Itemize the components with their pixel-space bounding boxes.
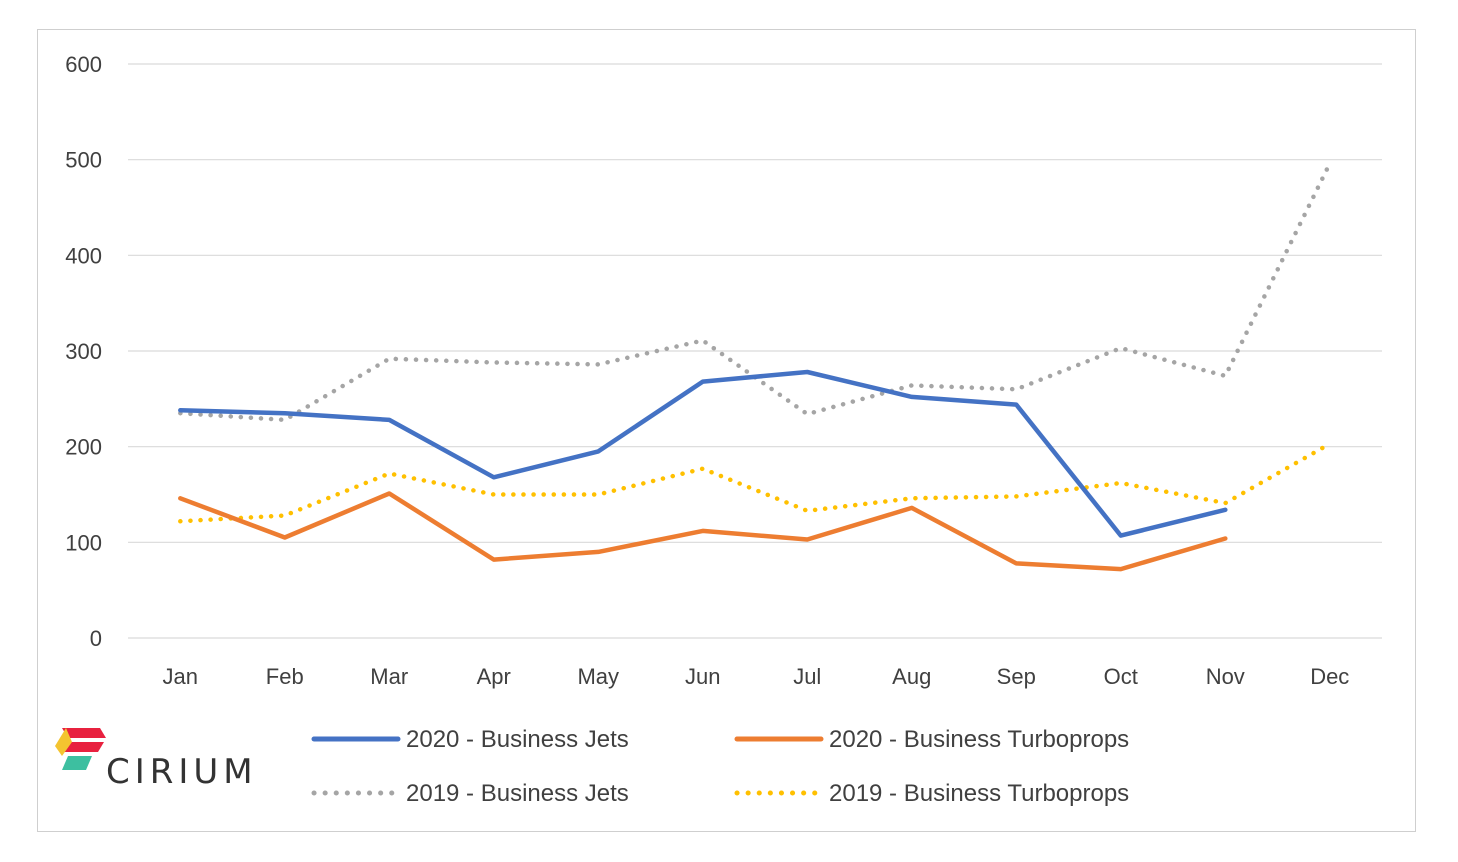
x-tick-label: Jan [163, 664, 198, 689]
legend-label-1: 2020 - Business Turboprops [829, 726, 1129, 753]
legend-label-0: 2020 - Business Jets [406, 726, 629, 753]
x-tick-label: Dec [1310, 664, 1349, 689]
legend-label-3: 2019 - Business Turboprops [829, 780, 1129, 807]
cirium-wordmark: CIRIUM [106, 752, 258, 792]
x-tick-label: Mar [370, 664, 408, 689]
series-line-3 [178, 441, 1333, 524]
y-tick-label: 400 [65, 243, 102, 268]
series-line-1 [178, 491, 1228, 572]
y-tick-label: 500 [65, 148, 102, 173]
series-lines [178, 161, 1333, 572]
y-tick-label: 0 [90, 626, 102, 651]
y-tick-label: 100 [65, 530, 102, 555]
legend: 2020 - Business Jets 2020 - Business Turb… [311, 726, 1129, 807]
x-tick-label: Jul [793, 664, 821, 689]
grid-lines [128, 63, 1382, 639]
x-tick-label: Aug [892, 664, 931, 689]
x-tick-label: Oct [1104, 664, 1138, 689]
y-tick-label: 300 [65, 339, 102, 364]
y-tick-label: 200 [65, 435, 102, 460]
cirium-logo: CIRIUM [55, 728, 258, 792]
series-line-0 [178, 369, 1228, 538]
x-tick-label: Nov [1206, 664, 1245, 689]
x-tick-label: Sep [997, 664, 1036, 689]
y-axis-tick-labels: 0 100 200 300 400 500 600 [65, 52, 102, 651]
x-tick-label: Jun [685, 664, 720, 689]
chart-frame [37, 29, 1416, 832]
x-tick-label: Apr [477, 664, 511, 689]
series-line-2 [178, 161, 1333, 423]
y-tick-label: 600 [65, 52, 102, 77]
legend-label-2: 2019 - Business Jets [406, 780, 629, 807]
x-tick-label: May [577, 664, 619, 689]
x-tick-label: Feb [266, 664, 304, 689]
cirium-logo-mark [55, 728, 106, 770]
x-axis-tick-labels: Jan Feb Mar Apr May Jun Jul Aug Sep Oct Nov Dec [163, 664, 1350, 689]
